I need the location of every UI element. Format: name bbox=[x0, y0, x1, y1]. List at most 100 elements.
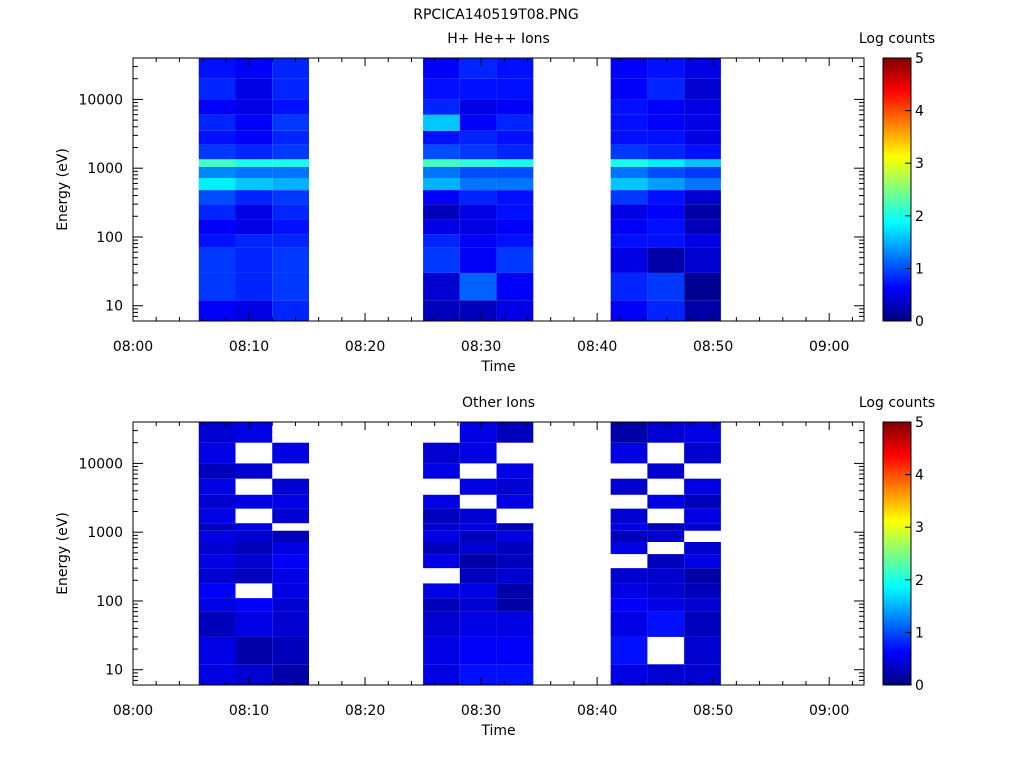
heatmap-cell bbox=[198, 178, 236, 191]
heatmap-cell bbox=[610, 130, 648, 145]
colorbar-tick-label: 5 bbox=[915, 415, 924, 431]
heatmap-cell bbox=[459, 442, 497, 464]
y-tick-label: 10 bbox=[105, 663, 123, 679]
heatmap-cell bbox=[684, 144, 721, 160]
colorbar-tick-label: 0 bbox=[915, 678, 924, 694]
heatmap-cell bbox=[423, 598, 460, 612]
heatmap-cell bbox=[198, 664, 236, 685]
heatmap-cell bbox=[198, 190, 236, 205]
heatmap-cell bbox=[647, 494, 685, 509]
y-axis-label: Energy (eV) bbox=[55, 512, 71, 595]
heatmap-cell bbox=[684, 130, 721, 145]
heatmap-cell bbox=[423, 130, 460, 145]
heatmap-cell bbox=[272, 144, 309, 160]
heatmap-cell bbox=[684, 542, 721, 555]
y-tick-label: 1000 bbox=[87, 525, 123, 541]
heatmap-cell bbox=[610, 144, 648, 160]
heatmap-cell bbox=[496, 530, 534, 542]
heatmap-cell bbox=[684, 204, 721, 220]
heatmap-cell bbox=[647, 247, 685, 273]
heatmap-cell bbox=[235, 542, 273, 555]
heatmap-cell bbox=[496, 58, 534, 79]
heatmap-cell bbox=[610, 664, 648, 685]
heatmap-cell bbox=[198, 636, 236, 665]
heatmap-cell bbox=[496, 204, 534, 220]
heatmap-cell bbox=[684, 190, 721, 205]
heatmap-cell bbox=[235, 159, 273, 167]
heatmap-cell bbox=[610, 568, 648, 584]
heatmap-cell bbox=[496, 463, 534, 479]
heatmap-cell bbox=[423, 144, 460, 160]
panel-1: H+ He++ Ions 08:00 08:10 08:20 08:30 08:40 08:… bbox=[55, 31, 935, 375]
heatmap-cell bbox=[496, 234, 534, 248]
heatmap-cell bbox=[496, 664, 534, 685]
heatmap-cell bbox=[272, 568, 309, 584]
heatmap-cell bbox=[272, 530, 309, 542]
panel-title: Other Ions bbox=[462, 395, 535, 411]
heatmap-cell bbox=[459, 159, 497, 167]
heatmap-cell bbox=[496, 494, 534, 509]
x-tick-label: 08:20 bbox=[345, 703, 385, 719]
heatmap-cell bbox=[610, 58, 648, 79]
colorbar-tick-label: 2 bbox=[915, 573, 924, 589]
heatmap-cell bbox=[684, 568, 721, 584]
heatmap-cell bbox=[647, 583, 685, 599]
heatmap-cell bbox=[198, 300, 236, 321]
heatmap-cell bbox=[459, 130, 497, 145]
heatmap-cell bbox=[198, 598, 236, 612]
heatmap-cell bbox=[272, 636, 309, 665]
colorbar bbox=[882, 421, 912, 686]
heatmap-cell bbox=[198, 422, 236, 443]
heatmap-cell bbox=[235, 494, 273, 509]
heatmap-cells bbox=[198, 422, 721, 685]
heatmap-cell bbox=[198, 204, 236, 220]
heatmap-cell bbox=[647, 219, 685, 235]
panel-title: H+ He++ Ions bbox=[447, 31, 550, 47]
heatmap-cell bbox=[272, 598, 309, 612]
heatmap-cell bbox=[496, 190, 534, 205]
heatmap-cell bbox=[423, 272, 460, 301]
heatmap-cell bbox=[647, 530, 685, 542]
heatmap-cell bbox=[496, 636, 534, 665]
heatmap-cell bbox=[496, 300, 534, 321]
heatmap-cell bbox=[459, 144, 497, 160]
heatmap-cell bbox=[423, 583, 460, 599]
heatmap-cell bbox=[423, 530, 460, 542]
heatmap-cell bbox=[684, 300, 721, 321]
heatmap-cell bbox=[272, 554, 309, 569]
heatmap-cell bbox=[684, 247, 721, 273]
heatmap-cell bbox=[496, 247, 534, 273]
panels: H+ He++ Ions 08:00 08:10 08:20 08:30 08:40 08:… bbox=[55, 31, 935, 739]
colorbar-tick-label: 1 bbox=[915, 261, 924, 277]
heatmap-cell bbox=[459, 568, 497, 584]
heatmap-cell bbox=[272, 272, 309, 301]
heatmap-cell bbox=[459, 530, 497, 542]
heatmap-cell bbox=[496, 598, 534, 612]
heatmap-cell bbox=[198, 542, 236, 555]
heatmap-cell bbox=[459, 554, 497, 569]
heatmap-cell bbox=[459, 58, 497, 79]
heatmap-cell bbox=[647, 78, 685, 100]
heatmap-cell bbox=[684, 442, 721, 464]
x-tick-label: 08:50 bbox=[693, 703, 733, 719]
x-tick-label: 08:40 bbox=[577, 339, 617, 355]
heatmap-cell bbox=[610, 219, 648, 235]
heatmap-cell bbox=[647, 523, 685, 531]
heatmap-cell bbox=[684, 598, 721, 612]
heatmap-cell bbox=[496, 219, 534, 235]
heatmap-cell bbox=[235, 78, 273, 100]
y-tick-label: 100 bbox=[96, 594, 123, 610]
heatmap-cell bbox=[272, 583, 309, 599]
x-tick-label: 08:10 bbox=[229, 703, 269, 719]
heatmap-cell bbox=[423, 159, 460, 167]
colorbar-tick-label: 3 bbox=[915, 156, 924, 172]
heatmap-cell bbox=[272, 508, 309, 524]
x-tick-label: 08:30 bbox=[461, 339, 501, 355]
x-tick-label: 08:40 bbox=[577, 703, 617, 719]
heatmap-cell bbox=[684, 583, 721, 599]
heatmap-cell bbox=[235, 300, 273, 321]
heatmap-cell bbox=[423, 300, 460, 321]
heatmap-cell bbox=[496, 611, 534, 637]
heatmap-cell bbox=[647, 166, 685, 178]
